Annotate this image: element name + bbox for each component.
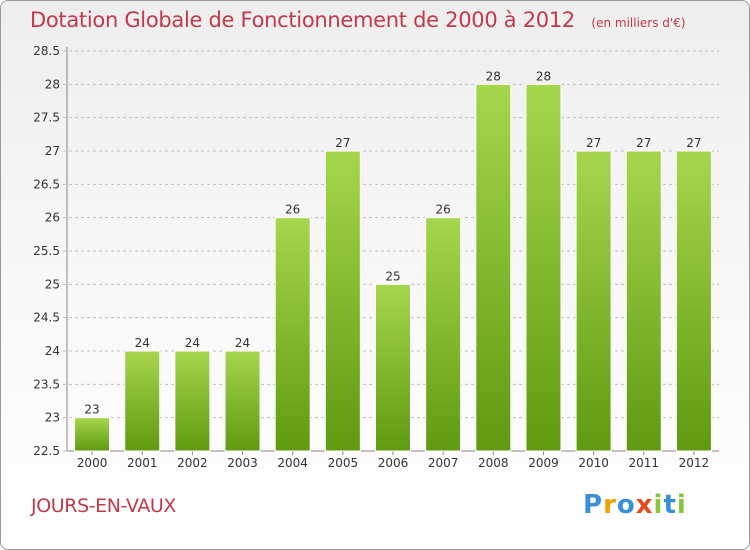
commune-name: JOURS-EN-VAUX — [31, 495, 177, 517]
chart-subtitle: (en milliers d'€) — [591, 16, 686, 30]
data-label: 25 — [385, 269, 400, 283]
data-label: 27 — [586, 136, 601, 150]
x-tick-label: 2007 — [428, 456, 459, 470]
bar-2006 — [375, 283, 411, 452]
title-row: Dotation Globale de Fonctionnement de 20… — [30, 8, 686, 32]
x-tick-label: 2009 — [528, 456, 559, 470]
x-tick-label: 2012 — [679, 456, 710, 470]
bar-2005 — [324, 150, 361, 452]
y-tick-label: 26 — [45, 211, 60, 225]
bar-2010 — [575, 150, 612, 452]
bar-2002 — [174, 350, 211, 452]
data-label: 28 — [486, 69, 501, 83]
x-tick-label: 2001 — [127, 456, 158, 470]
logo-letter: o — [616, 490, 636, 520]
data-label: 27 — [636, 136, 651, 150]
y-tick-label: 23.5 — [33, 377, 60, 391]
data-label: 27 — [686, 136, 701, 150]
logo-letter: t — [663, 490, 677, 520]
data-label: 26 — [436, 203, 451, 217]
labels-layer: 22.5 23 23.5 24 24.5 25 25.5 26 26.5 27 27.5 28 28.5… — [33, 44, 709, 470]
x-tick-label: 2011 — [628, 456, 659, 470]
bar-2007 — [425, 217, 462, 452]
y-tick-label: 27.5 — [33, 111, 60, 125]
y-tick-label: 25 — [45, 277, 60, 291]
data-label: 24 — [235, 336, 250, 350]
x-tick-label: 2008 — [478, 456, 509, 470]
y-tick-label: 27 — [45, 144, 60, 158]
x-tick-label: 2002 — [177, 456, 208, 470]
y-tick-label: 24 — [45, 344, 60, 358]
y-tick-label: 22.5 — [33, 444, 60, 458]
y-tick-label: 28 — [45, 77, 60, 91]
bar-2004 — [274, 217, 311, 452]
y-tick-label: 24.5 — [33, 311, 60, 325]
y-tick-label: 26.5 — [33, 177, 60, 191]
x-tick-label: 2005 — [328, 456, 359, 470]
data-label: 23 — [84, 403, 99, 417]
bars-layer — [74, 83, 712, 452]
data-label: 26 — [285, 203, 300, 217]
bar-2001 — [124, 350, 161, 452]
x-tick-label: 2003 — [227, 456, 258, 470]
data-label: 24 — [135, 336, 150, 350]
y-tick-label: 28.5 — [33, 44, 60, 58]
bar-2009 — [525, 83, 562, 452]
y-tick-label: 23 — [45, 411, 60, 425]
y-tick-label: 25.5 — [33, 244, 60, 258]
logo-letter: i — [676, 490, 687, 520]
logo-letter: x — [635, 490, 654, 520]
x-tick-label: 2010 — [578, 456, 609, 470]
data-label: 24 — [185, 336, 200, 350]
bar-2012 — [675, 150, 712, 452]
bar-2008 — [475, 83, 512, 452]
logo-letter: i — [653, 490, 664, 520]
data-label: 28 — [536, 69, 551, 83]
bar-2000 — [74, 417, 111, 452]
proxiti-logo: Proxiti — [583, 490, 687, 520]
bar-2011 — [625, 150, 662, 452]
logo-letter: P — [583, 490, 604, 520]
data-label: 27 — [335, 136, 350, 150]
x-tick-label: 2004 — [277, 456, 308, 470]
chart-title: Dotation Globale de Fonctionnement de 20… — [30, 8, 575, 32]
logo-letter: r — [603, 490, 617, 520]
bar-2003 — [224, 350, 261, 452]
x-tick-label: 2006 — [378, 456, 409, 470]
x-tick-label: 2000 — [77, 456, 108, 470]
